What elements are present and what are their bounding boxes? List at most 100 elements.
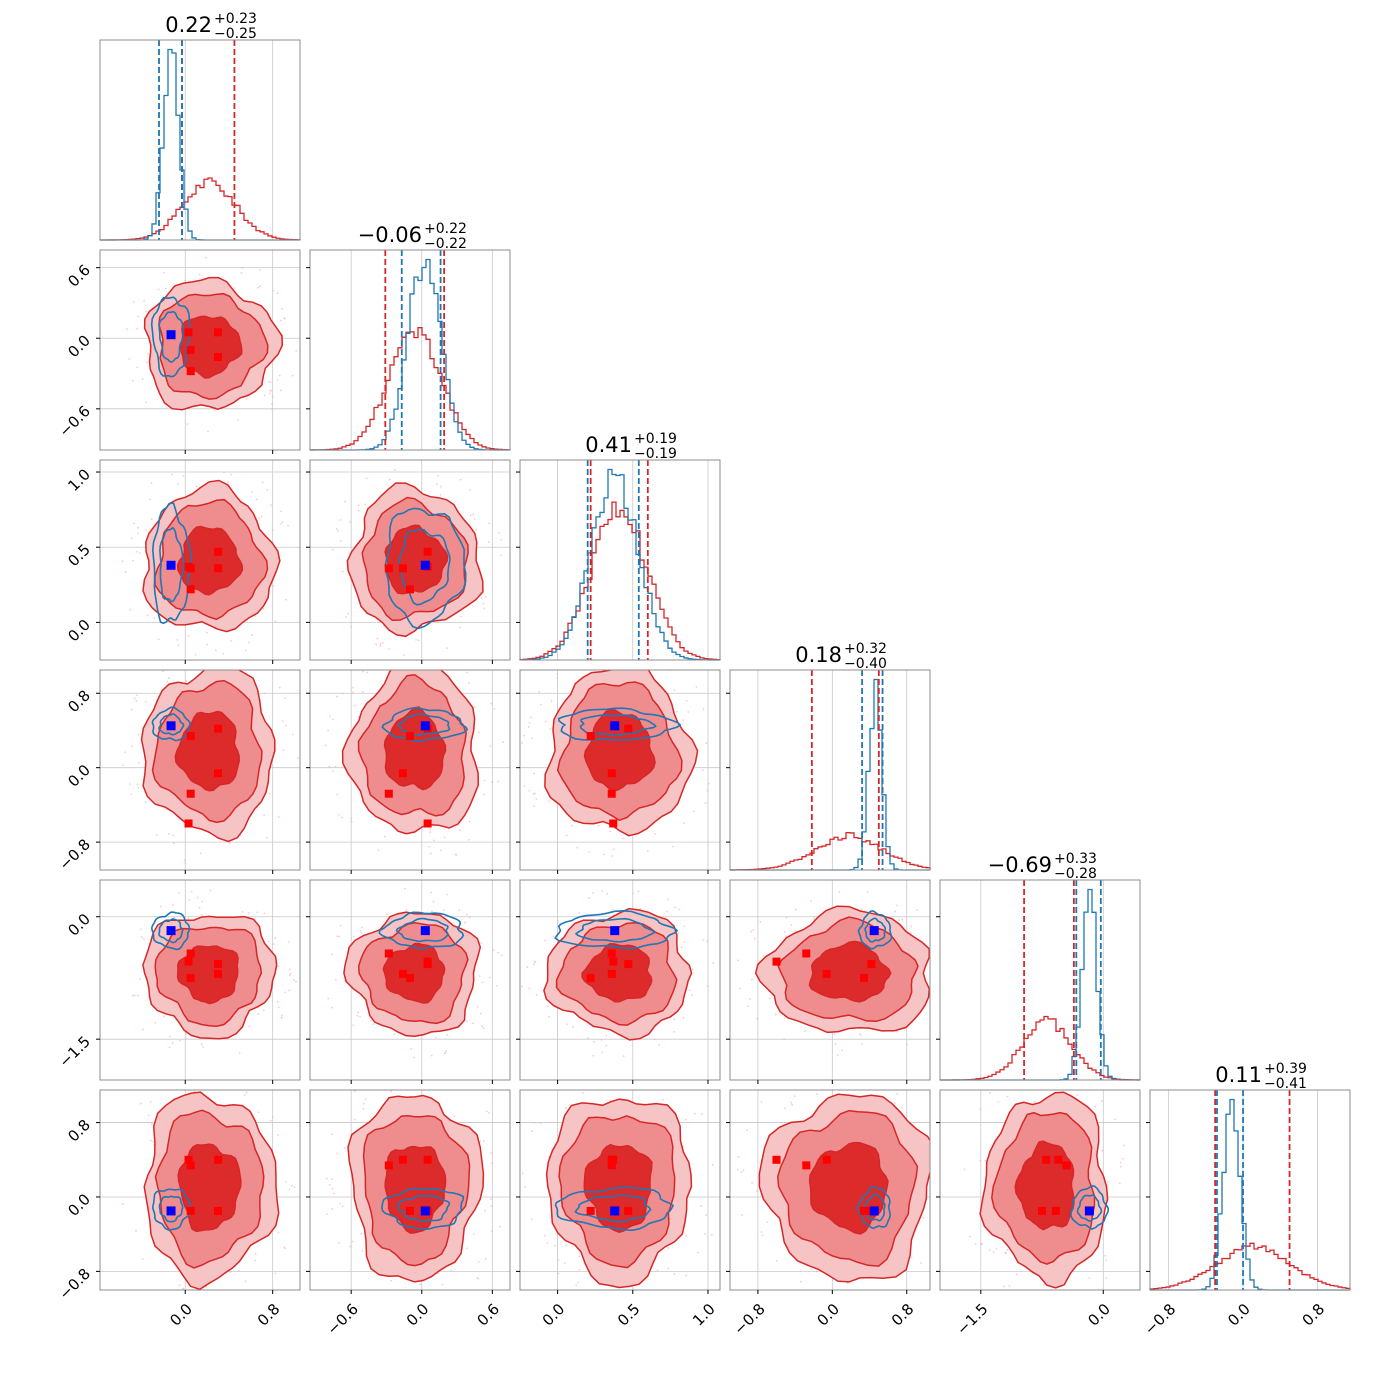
marker-b <box>610 1206 620 1216</box>
sample-point <box>605 653 607 655</box>
sample-point <box>478 975 481 978</box>
sample-point <box>1123 1144 1125 1147</box>
sample-point <box>900 1106 903 1109</box>
y-tick-label: 0.0 <box>64 761 94 791</box>
sample-point <box>204 256 207 259</box>
sample-point <box>538 691 540 693</box>
sample-point <box>168 1035 171 1038</box>
sample-point <box>394 469 396 472</box>
sample-point <box>434 1036 437 1039</box>
sample-point <box>466 671 469 674</box>
sample-point <box>484 1258 487 1260</box>
sample-point <box>237 419 239 421</box>
sample-point <box>565 1107 567 1109</box>
sample-point <box>131 994 134 997</box>
panel-content <box>131 889 297 1055</box>
sample-point <box>444 1051 447 1054</box>
sample-point <box>331 1178 334 1181</box>
sample-point <box>621 1084 623 1086</box>
y-tick-label: −0.8 <box>56 835 94 873</box>
sample-point <box>432 900 435 903</box>
sample-point <box>761 1234 764 1237</box>
sample-point <box>482 1140 485 1142</box>
panel-frame <box>729 669 931 871</box>
sample-point <box>1006 1095 1009 1098</box>
histogram-series-b <box>310 258 510 451</box>
sample-point <box>543 1234 546 1237</box>
sample-point <box>266 836 268 839</box>
sample-point <box>139 1102 142 1105</box>
x-tick-label: 0.8 <box>1299 1300 1329 1330</box>
sample-point <box>137 315 140 318</box>
histogram-series-b <box>940 888 1140 1081</box>
sample-point <box>173 916 176 919</box>
sample-point <box>130 537 133 540</box>
marker-a <box>214 960 223 969</box>
x-tick-label: 0.0 <box>1084 1300 1114 1330</box>
sample-point <box>548 800 551 803</box>
sample-point <box>901 918 904 921</box>
sample-point <box>201 900 204 903</box>
sample-point <box>1006 1248 1009 1251</box>
sample-point <box>1031 1311 1033 1313</box>
sample-point <box>609 1099 612 1102</box>
sample-point <box>372 1023 375 1026</box>
sample-point <box>600 1038 603 1041</box>
contour-a-inner <box>176 945 239 1005</box>
marker-a <box>214 547 223 556</box>
sample-point <box>288 974 291 977</box>
sample-point <box>258 268 261 271</box>
sample-point <box>578 1268 581 1271</box>
sample-point <box>665 1085 667 1087</box>
marker-a <box>586 973 595 982</box>
sample-point <box>146 361 148 364</box>
sample-point <box>230 473 232 476</box>
sample-point <box>685 1274 688 1277</box>
sample-point <box>335 528 338 531</box>
sample-point <box>530 1218 533 1220</box>
sample-point <box>243 1094 246 1096</box>
sample-point <box>459 615 462 618</box>
sample-point <box>328 1183 331 1186</box>
sample-point <box>500 554 502 557</box>
sample-point <box>570 1085 572 1087</box>
sample-point <box>766 1221 769 1223</box>
sample-point <box>846 1282 849 1285</box>
sample-point <box>287 941 290 943</box>
marker-a <box>184 1155 193 1164</box>
sample-point <box>349 1245 352 1248</box>
sample-point <box>136 694 139 697</box>
sample-point <box>674 906 676 909</box>
sample-point <box>468 916 471 919</box>
sample-point <box>202 1046 204 1048</box>
sample-point <box>609 830 611 833</box>
sample-point <box>324 744 327 747</box>
sample-point <box>979 1159 982 1162</box>
sample-point <box>229 1271 232 1273</box>
sample-point <box>379 643 382 645</box>
hist-panel-1: 0.22 +0.23−0.25 <box>99 11 301 241</box>
sample-point <box>124 751 127 754</box>
sample-point <box>284 1180 287 1183</box>
panel-content <box>325 1090 502 1286</box>
sample-point <box>701 769 704 772</box>
sample-point <box>139 928 142 931</box>
contour-b-outer <box>381 707 469 743</box>
marker-a <box>1051 1206 1060 1215</box>
sample-point <box>480 942 483 945</box>
sample-point <box>490 1152 492 1155</box>
sample-point <box>376 637 379 640</box>
sample-point <box>682 1016 685 1019</box>
hist-panel-5: −0.69 +0.33−0.28 <box>936 851 1141 1081</box>
sample-point <box>750 930 753 933</box>
title-err-plus: +0.32 <box>844 641 887 657</box>
sample-point <box>499 1225 502 1228</box>
sample-point <box>490 1205 493 1207</box>
sample-point <box>794 930 797 933</box>
sample-point <box>458 909 461 912</box>
sample-point <box>126 328 128 331</box>
sample-point <box>269 1119 272 1122</box>
sample-point <box>738 987 741 990</box>
sample-point <box>200 1043 203 1046</box>
sample-point <box>611 855 614 857</box>
